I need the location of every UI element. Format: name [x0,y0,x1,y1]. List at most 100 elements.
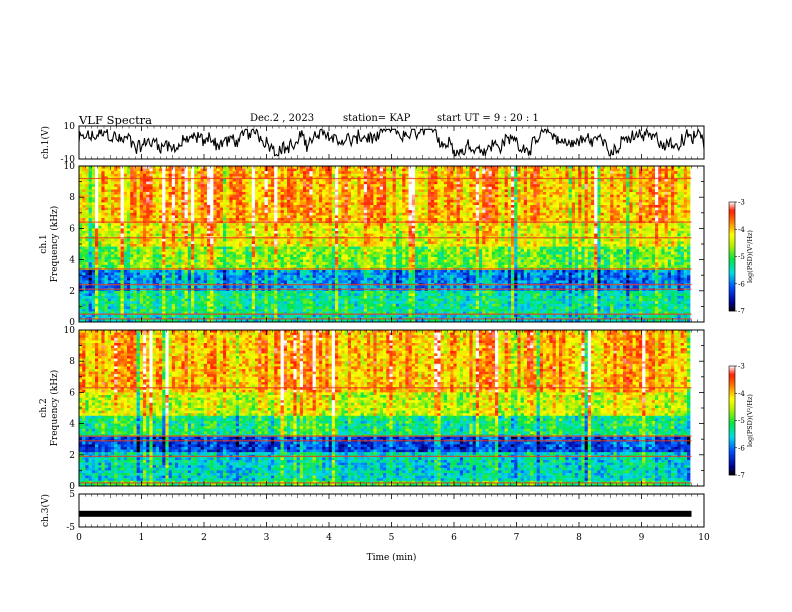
spectrogram-cell [140,179,143,182]
spectrogram-cell [575,171,578,174]
spectrogram-cell [556,179,559,182]
spectrogram-cell [389,187,392,190]
spectrogram-cell [527,169,530,172]
spectrogram-cell [287,174,290,177]
spectrogram-cell [127,184,130,187]
spectrogram-cell [671,184,674,187]
spectrogram-cell [441,169,444,172]
spectrogram-cell [242,174,245,177]
spectrogram-cell [175,189,178,192]
spectrogram-cell [287,187,290,190]
spectrogram-cell [380,184,383,187]
spectrogram-cell [226,171,229,174]
spectrogram-cell [284,174,287,177]
spectrogram-cell [524,169,527,172]
spectrogram-cell [185,182,188,185]
spectrogram-cell [377,174,380,177]
spectrogram-cell [684,171,687,174]
spectrogram-cell [399,187,402,190]
spectrogram-cell [425,174,428,177]
spectrogram-cell [303,171,306,174]
spectrogram-cell [181,187,184,190]
spectrogram-cell [252,169,255,172]
spectrogram-cell [137,171,140,174]
spectrogram-cell [89,184,92,187]
spectrogram-cell [444,169,447,172]
spectrogram-cell [575,174,578,177]
spectrogram-cell [485,179,488,182]
spectrogram-cell [274,169,277,172]
spectrogram-cell [370,189,373,192]
spectrogram-cell [82,179,85,182]
spectrogram-cell [207,169,210,172]
spectrogram-cell [517,184,520,187]
spectrogram-cell [143,169,146,172]
spectrogram-cell [677,182,680,185]
spectrogram-cell [437,169,440,172]
spectrogram-cell [610,179,613,182]
spectrogram-cell [98,174,101,177]
spectrogram-cell [306,187,309,190]
spectrogram-cell [581,179,584,182]
spectrogram-cell [217,171,220,174]
spectrogram-cell [165,187,168,190]
spectrogram-cell [169,182,172,185]
spectrogram-cell [607,187,610,190]
spectrogram-cell [297,189,300,192]
spectrogram-cell [316,179,319,182]
spectrogram-cell [169,184,172,187]
spectrogram-cell [236,189,239,192]
spectrogram-cell [354,184,357,187]
spectrogram-cell [578,187,581,190]
spectrogram-cell [649,171,652,174]
spectrogram-cell [597,184,600,187]
spectrogram-cell [405,169,408,172]
spectrogram-cell [197,182,200,185]
spectrogram-cell [674,184,677,187]
spectrogram-cell [284,179,287,182]
spectrogram-cell [140,184,143,187]
spectrogram-cell [121,182,124,185]
spectrogram-cell [111,187,114,190]
spectrogram-cell [271,174,274,177]
spectrogram-cell [223,174,226,177]
spectrogram-cell [169,174,172,177]
spectrogram-cell [220,184,223,187]
spectrogram-cell [271,187,274,190]
spectrogram-cell [543,182,546,185]
spectrogram-cell [533,179,536,182]
spectrogram-cell [572,169,575,172]
spectrogram-cell [178,179,181,182]
spectrogram-cell [265,174,268,177]
spectrogram-cell [469,171,472,174]
spectrogram-cell [658,184,661,187]
spectrogram-cell [661,182,664,185]
spectrogram-cell [428,189,431,192]
spectrogram-cell [687,174,690,177]
spectrogram-cell [396,184,399,187]
spectrogram-cell [236,174,239,177]
spectrogram-cell [287,189,290,192]
spectrogram-cell [178,189,181,192]
spectrogram-cell [124,169,127,172]
ch1-trace [79,129,704,155]
spectrogram-cell [351,179,354,182]
spectrogram-cell [610,169,613,172]
spectrogram-cell [313,171,316,174]
spectrogram-cell [162,179,165,182]
spectrogram-cell [309,189,312,192]
spectrogram-cell [98,189,101,192]
spectrogram-cell [642,184,645,187]
spectrogram-cell [325,169,328,172]
spectrogram-cell [210,179,213,182]
spectrogram-cell [684,182,687,185]
spectrogram-cell [537,179,540,182]
spectrogram-cell [124,171,127,174]
spectrogram-cell [121,189,124,192]
spectrogram-cell [463,187,466,190]
spectrogram-cell [95,182,98,185]
spectrogram-cell [402,187,405,190]
spectrogram-cell [412,182,415,185]
spectrogram-cell [578,184,581,187]
spectrogram-cell [594,182,597,185]
